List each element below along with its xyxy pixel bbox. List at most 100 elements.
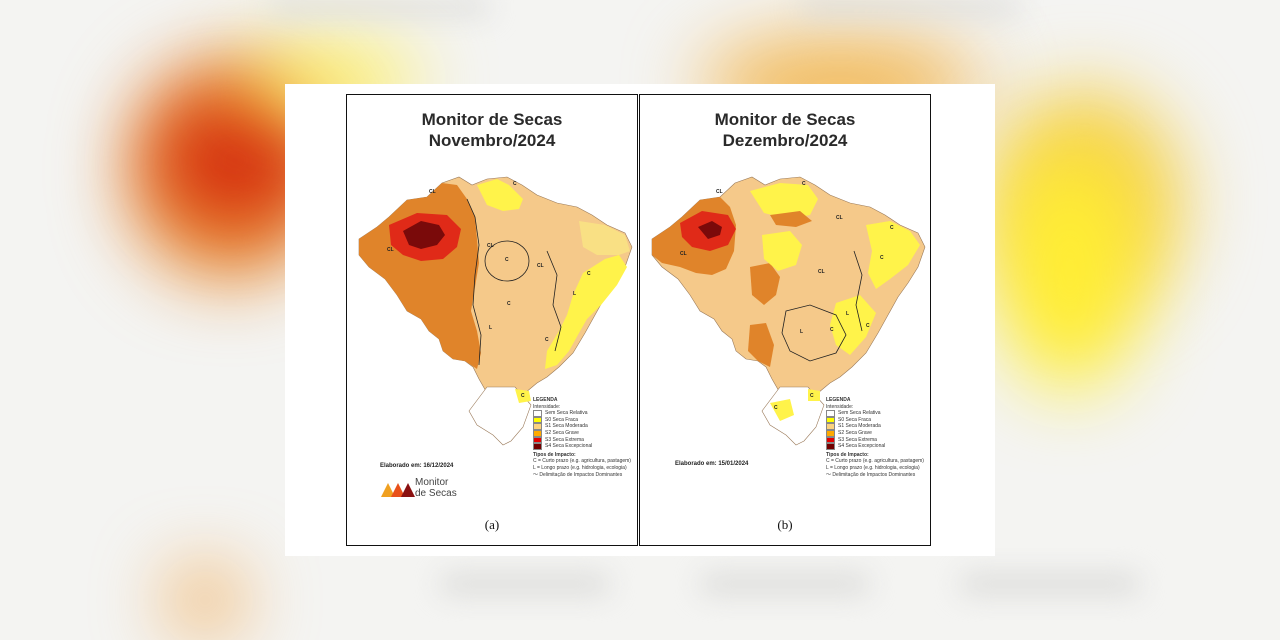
region-s0-northeast [545, 255, 627, 369]
map-label: CL [429, 189, 436, 195]
map-label: C [830, 327, 834, 333]
map-label: C [521, 393, 525, 399]
impact-line-label: 〜 Delimitação de Impactos Dominantes [533, 471, 623, 478]
legend-item: S2 Seca Grave [533, 430, 639, 437]
legend-label: S1 Seca Moderada [545, 423, 588, 430]
legend-item: S1 Seca Moderada [826, 423, 932, 430]
drought-map-november: CL CL CL CL C C C C C C L L [358, 176, 633, 446]
map-label: L [846, 311, 849, 317]
legend-swatch [533, 423, 542, 430]
region-south-s0 [770, 399, 794, 421]
legend-item: Sem Seca Relativa [533, 410, 639, 417]
region-south-s0b [808, 389, 820, 401]
bg-blob [1000, 150, 1140, 390]
legend-swatch [533, 430, 542, 437]
region-s0-north [750, 183, 818, 219]
map-label: C [505, 257, 509, 263]
impact-title: Tipos de Impacto: [826, 451, 869, 458]
legend-title: LEGENDA [533, 397, 558, 403]
map-label: C [866, 323, 870, 329]
map-label: C [774, 405, 778, 411]
map-label: C [507, 301, 511, 307]
legend-label: Sem Seca Relativa [838, 410, 881, 417]
legend-swatch [826, 423, 835, 430]
legend: LEGENDA Intensidade: Sem Seca Relativa S… [826, 397, 932, 478]
logo-text: Monitor de Secas [415, 477, 457, 499]
legend-label: S3 Seca Extrema [838, 436, 877, 443]
legend-item: S3 Seca Extrema [533, 437, 639, 444]
legend-item: S0 Seca Fraca [533, 417, 639, 424]
legend-label: S2 Seca Grave [838, 429, 872, 436]
panel-subtitle: Novembro/2024 [428, 131, 556, 150]
legend-subtitle: Intensidade: [826, 403, 854, 410]
legend-item: S4 Seca Excepcional [826, 443, 932, 450]
panel-title: Monitor de Secas [714, 110, 856, 129]
impact-line [781, 304, 847, 362]
impact-line [484, 240, 530, 282]
legend-swatch [826, 410, 835, 417]
legend-swatch [826, 443, 835, 450]
legend-swatch [533, 416, 542, 424]
region-s0-center [762, 231, 802, 271]
legend-swatch [533, 436, 542, 444]
region-south-s0 [515, 389, 531, 403]
region-s0-north [477, 179, 523, 211]
impact-c: C = Curto prazo (e.g. agricultura, pasta… [826, 458, 924, 465]
legend-label: S2 Seca Grave [545, 429, 579, 436]
map-label: L [489, 325, 492, 331]
legend-title: LEGENDA [826, 397, 851, 403]
map-label: CL [387, 247, 394, 253]
legend-item: S3 Seca Extrema [826, 437, 932, 444]
map-label: C [513, 181, 517, 187]
map-label: L [800, 329, 803, 335]
bg-strip [800, 0, 1020, 14]
elaborado-date: Elaborado em: 15/01/2024 [675, 461, 749, 467]
legend-item: Sem Seca Relativa [826, 410, 932, 417]
legend-item: S0 Seca Fraca [826, 417, 932, 424]
legend-swatch [826, 430, 835, 437]
legend-label: S0 Seca Fraca [545, 416, 579, 423]
impact-line-text: Delimitação de Impactos Dominantes [539, 471, 623, 478]
map-label: C [802, 181, 806, 187]
legend-swatch [533, 410, 542, 417]
impact-line [466, 198, 482, 366]
caption: (a) [484, 517, 500, 532]
legend: LEGENDA Intensidade: Sem Seca Relativa S… [533, 397, 639, 478]
impact-l: L = Longo prazo (e.g. hidrologia, ecolog… [533, 464, 627, 471]
panel-december: Monitor de Secas Dezembro/2024 CL CL CL … [639, 94, 931, 546]
legend-item: S1 Seca Moderada [533, 423, 639, 430]
legend-label: S4 Seca Excepcional [545, 443, 593, 450]
figure-card: Monitor de Secas Novembro/2024 CL [285, 84, 995, 556]
region-s2-northcenter [770, 211, 812, 227]
legend-label: S1 Seca Moderada [838, 423, 881, 430]
bg-strip [960, 575, 1140, 593]
elaborado-date: Elaborado em: 16/12/2024 [380, 463, 454, 469]
logo-text-line2: de Secas [415, 488, 457, 499]
legend-label: S3 Seca Extrema [545, 436, 584, 443]
map-label: C [890, 225, 894, 231]
map-label: CL [537, 263, 544, 269]
impact-line [853, 250, 863, 332]
panel-november: Monitor de Secas Novembro/2024 CL [346, 94, 638, 546]
legend-item: S4 Seca Excepcional [533, 443, 639, 450]
map-label: CL [487, 243, 494, 249]
panel-subtitle: Dezembro/2024 [722, 131, 848, 150]
region-s0-east [830, 295, 876, 355]
bg-strip [270, 0, 490, 14]
legend-label: S0 Seca Fraca [838, 416, 872, 423]
impact-line-text: Delimitação de Impactos Dominantes [832, 471, 916, 478]
map-label: C [880, 255, 884, 261]
panel-title: Monitor de Secas [421, 110, 563, 129]
drought-map-december: CL CL CL CL C C C C C C C L L [651, 176, 926, 446]
legend-swatch [826, 416, 835, 424]
bg-blob [170, 570, 240, 630]
map-label: CL [836, 215, 843, 221]
region-s0-northeast [866, 221, 920, 289]
map-label: C [810, 393, 814, 399]
region-s2-west [359, 183, 481, 369]
map-label: CL [716, 189, 723, 195]
impact-l: L = Longo prazo (e.g. hidrologia, ecolog… [826, 464, 920, 471]
legend-label: Sem Seca Relativa [545, 410, 588, 417]
region-s1-northeast [579, 221, 630, 255]
bg-strip [700, 575, 870, 593]
